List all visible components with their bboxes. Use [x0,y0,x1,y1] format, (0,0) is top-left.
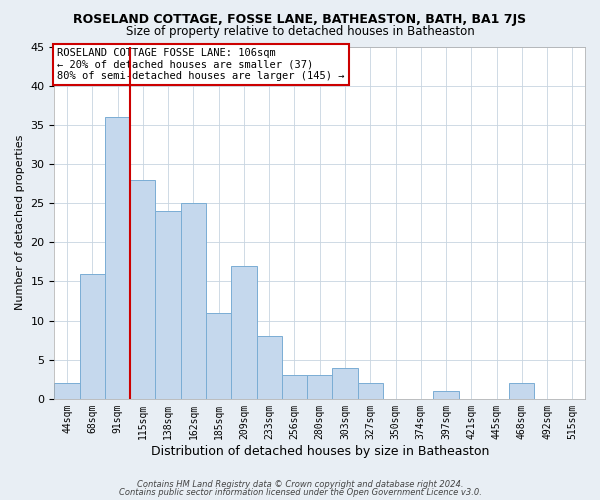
Bar [80,274,105,399]
Bar [130,180,155,399]
Bar [155,211,181,399]
Text: Size of property relative to detached houses in Batheaston: Size of property relative to detached ho… [125,25,475,38]
Bar [206,312,231,399]
Text: Contains public sector information licensed under the Open Government Licence v3: Contains public sector information licen… [119,488,481,497]
Bar [257,336,282,399]
Text: ROSELAND COTTAGE, FOSSE LANE, BATHEASTON, BATH, BA1 7JS: ROSELAND COTTAGE, FOSSE LANE, BATHEASTON… [73,12,527,26]
Bar [55,383,80,399]
Y-axis label: Number of detached properties: Number of detached properties [15,135,25,310]
Bar [509,383,535,399]
Bar [332,368,358,399]
Bar [282,376,307,399]
Bar [433,391,458,399]
Bar [181,203,206,399]
Bar [307,376,332,399]
Text: Contains HM Land Registry data © Crown copyright and database right 2024.: Contains HM Land Registry data © Crown c… [137,480,463,489]
Bar [358,383,383,399]
X-axis label: Distribution of detached houses by size in Batheaston: Distribution of detached houses by size … [151,444,489,458]
Text: ROSELAND COTTAGE FOSSE LANE: 106sqm
← 20% of detached houses are smaller (37)
80: ROSELAND COTTAGE FOSSE LANE: 106sqm ← 20… [57,48,344,82]
Bar [105,117,130,399]
Bar [231,266,257,399]
